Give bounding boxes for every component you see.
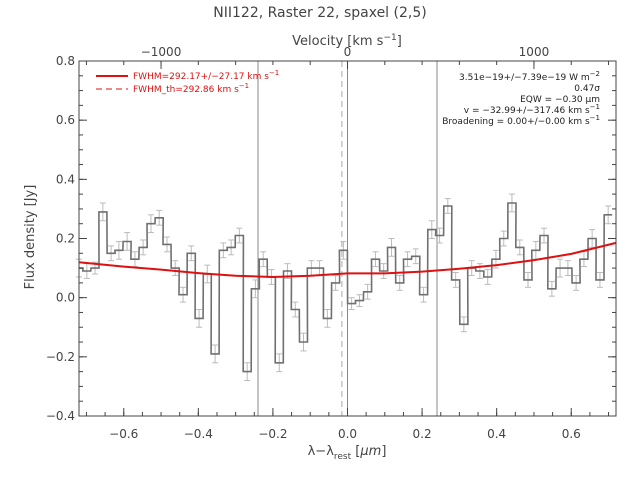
data-point [94,267,96,269]
data-point [294,308,296,311]
data-point [286,270,289,272]
data-point [182,294,184,296]
data-point [158,217,160,219]
y-axis-label: Flux density [Jy] [23,185,38,290]
data-point [422,294,425,296]
data-point [214,353,216,355]
fit-annotations: 3.51e−19+/−7.39e−19 W m−2 0.47σ EQW = −0… [442,70,600,127]
data-point [511,202,513,204]
data-point [495,258,497,260]
data-point [479,270,481,272]
data-point [455,279,457,281]
x-tick-label: −0.6 [109,427,138,441]
data-point [543,234,545,237]
data-point [503,237,505,240]
data-point [358,300,361,302]
data-point [383,270,385,272]
data-point [607,214,609,216]
data-point [190,252,192,254]
data-point [390,246,393,248]
data-point [326,317,328,319]
data-point [150,223,152,225]
data-point [230,246,232,248]
top-tick-label: 0 [344,45,352,59]
data-point [447,205,449,207]
data-point [102,211,104,213]
data-point [415,255,417,257]
data-point [334,282,337,284]
legend: FWHM=292.17+/−27.17 km s−1 FWHM_th=292.8… [96,69,279,95]
x-tick-label: 0.4 [487,427,506,441]
data-point [110,252,112,254]
fit-curve [78,241,617,279]
x-tick-label: 0.0 [338,427,357,441]
data-point [567,267,569,269]
annotation-flux: 3.51e−19+/−7.39e−19 W m−2 [459,70,600,83]
top-tick-label: −1000 [141,45,182,59]
data-point [238,234,240,237]
data-point [431,229,433,231]
data-point [351,302,353,305]
data-point [174,267,176,269]
x-tick-label: −0.4 [184,427,213,441]
data-point [198,317,200,319]
y-tick-label: −0.2 [46,350,75,364]
data-point [126,240,128,243]
x-tick-label: 0.2 [413,427,432,441]
data-point [310,267,312,269]
annotation-velocity: v = −32.99+/−317.46 km s−1 [464,103,600,116]
y-tick-label: 0.2 [56,232,75,246]
x-tick-label: −0.2 [258,427,287,441]
data-point [527,279,529,281]
data-point [463,323,465,325]
data-point [302,341,305,343]
data-point [406,258,409,260]
data-point [142,246,144,248]
data-point [367,291,369,293]
annotation-eqw: EQW = −0.30 μm [520,95,600,105]
y-tick-label: 0.8 [56,54,75,68]
data-point [118,249,120,251]
y-tick-label: 0.6 [56,113,75,127]
data-point [591,237,593,240]
plot-area [76,61,617,416]
data-point [599,279,601,281]
data-point [559,267,561,269]
data-point [487,276,489,278]
legend-label-fwhm-th: FWHM_th=292.86 km s−1 [133,82,249,95]
y-tick-label: −0.4 [46,409,75,423]
data-point [519,246,521,248]
data-point [575,282,577,284]
chart-title: NII122, Raster 22, spaxel (2,5) [213,5,426,21]
top-axis-label: Velocity [km s−1] [292,33,402,49]
annotation-significance: 0.47σ [574,84,600,94]
data-point [342,249,344,251]
data-point [262,258,264,260]
data-point [583,258,585,260]
x-tick-label: 0.6 [562,427,581,441]
y-tick-label: 0.0 [56,291,75,305]
data-point [166,243,168,246]
data-point [439,234,441,237]
annotation-broadening: Broadening = 0.00+/−0.00 km s−1 [442,114,600,127]
y-tick-label: 0.4 [56,172,75,186]
data-point [134,258,136,260]
data-point [86,270,88,272]
data-point [222,249,224,251]
data-point [254,288,256,290]
data-point [278,362,280,364]
x-axis-label: λ−λrest [μm] [308,444,387,462]
data-point [374,258,377,260]
data-point [246,371,248,373]
data-point [551,288,553,290]
data-point [399,282,401,284]
data-point [535,249,537,251]
data-point [318,267,321,269]
legend-label-fwhm: FWHM=292.17+/−27.17 km s−1 [133,69,279,82]
top-tick-label: 1000 [519,45,550,59]
